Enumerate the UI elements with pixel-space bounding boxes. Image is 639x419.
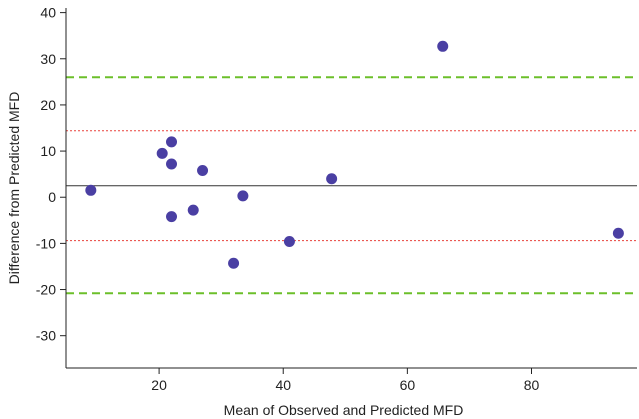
data-point [85, 184, 97, 196]
y-tick-label: -30 [36, 328, 56, 344]
y-axis-ticks: 40 30 20 10 0 -10 -20 -30 [36, 5, 66, 344]
y-tick-label: 40 [40, 5, 56, 21]
data-point [166, 211, 178, 223]
x-axis-title: Mean of Observed and Predicted MFD [224, 402, 464, 418]
reference-lines [66, 76, 637, 295]
data-points [85, 40, 624, 269]
y-tick-label: 0 [48, 189, 56, 205]
x-tick-label: 40 [275, 377, 291, 393]
y-tick-label: 30 [40, 51, 56, 67]
data-point [187, 204, 199, 216]
x-axis-ticks: 20 40 60 80 [151, 368, 539, 393]
data-point [237, 190, 249, 202]
data-point [166, 158, 178, 170]
data-point [197, 164, 209, 176]
y-tick-label: 20 [40, 97, 56, 113]
data-point [326, 173, 338, 185]
x-tick-label: 60 [400, 377, 416, 393]
x-tick-label: 20 [151, 377, 167, 393]
axes [65, 8, 637, 369]
y-tick-label: 10 [40, 143, 56, 159]
data-point [228, 257, 240, 269]
y-tick-label: -10 [36, 235, 56, 251]
data-point [156, 147, 168, 159]
data-point [283, 236, 295, 248]
y-axis-title: Difference from Predicted MFD [6, 92, 22, 285]
data-point [437, 40, 449, 52]
data-point [166, 136, 178, 148]
y-tick-label: -20 [36, 282, 56, 298]
data-point [612, 227, 624, 239]
x-tick-label: 80 [524, 377, 540, 393]
